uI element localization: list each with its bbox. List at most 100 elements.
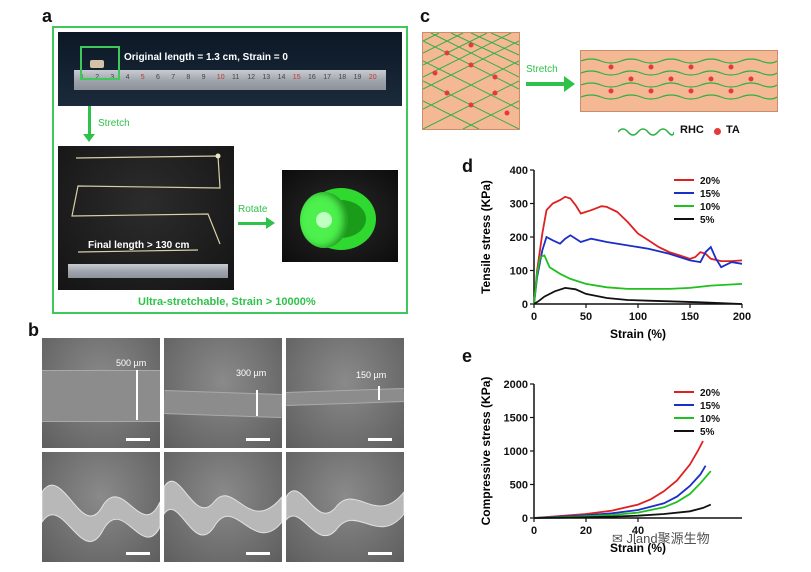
scale-bar [126,552,150,555]
panel-b-letter: b [28,320,39,340]
sample-highlight-box [80,46,120,80]
rotate-arrow [238,222,268,225]
scale-bar [368,552,392,555]
legend-label: 5% [700,215,715,226]
x-tick-label: 20 [580,525,592,537]
panel-c-letter: c [420,6,431,26]
ruler-tick-label: 4 [125,74,130,81]
scale-bar [126,438,150,441]
ruler-tick-label: 11 [232,74,240,81]
ruler-tick-label: 18 [338,74,347,81]
sem-straight-500: 500 µm [42,338,160,448]
width-label-500: 500 µm [116,358,147,368]
ruler-tick-label: 9 [201,74,206,81]
ruler-tick-label: 13 [262,74,271,81]
panel-c-stretch-label: Stretch [526,64,558,75]
x-axis-title: Strain (%) [610,327,666,341]
y-axis-title: Tensile stress (KPa) [479,180,493,294]
series-line-10pct [533,254,743,305]
ruler-tick-label: 15 [292,74,301,81]
ruler-tick-label: 17 [323,74,331,81]
twisted-fiber [42,484,160,542]
series-line-20pct [533,195,743,305]
series-line-20pct [533,440,704,519]
stretch-label: Stretch [98,118,130,129]
panel-c-arrow [526,82,566,86]
y-tick-label: 100 [510,266,528,278]
x-tick-label: 0 [531,525,537,537]
series-line-15pct [533,465,707,519]
x-tick-label: 40 [632,525,644,537]
y-tick-label: 500 [510,480,528,492]
sem-twisted-2 [164,452,282,562]
x-tick-label: 150 [681,311,699,323]
width-marker [378,386,380,400]
fiber-band [286,387,404,407]
width-marker [256,390,258,416]
ruler-tick-label: 14 [277,74,286,81]
spool-photo [282,170,398,262]
panel-a-caption: Ultra-stretchable, Strain > 10000% [138,296,316,308]
series-line-15pct [533,234,743,305]
y-axis-title: Compressive stress (KPa) [479,377,493,526]
sem-twisted-1 [42,452,160,562]
legend-label: 15% [700,189,720,200]
panel-c-arrow-head [564,76,575,92]
series-line-10pct [533,470,712,519]
spool-hub [316,212,332,228]
ruler-tick-label: 10 [216,74,225,81]
stretch-arrow [88,106,91,138]
y-tick-label: 1500 [504,413,528,425]
panel-a-letter: a [42,6,53,26]
scale-bar [246,438,270,441]
series-line-5pct [533,503,712,519]
y-tick-label: 0 [522,513,528,525]
twisted-fiber [286,490,404,537]
x-tick-label: 50 [580,311,592,323]
ruler-tick-label: 20 [368,74,377,81]
watermark-text: Jland聚源生物 [626,531,710,546]
legend-label: 20% [700,388,720,399]
legend-label: 10% [700,202,720,213]
y-tick-label: 1000 [504,446,528,458]
x-tick-label: 200 [733,311,751,323]
original-sample-photo: 1 2 3 4 5 6 7 8 9 10 11 12 13 14 15 16 17 18 19 20 Original… [58,32,402,106]
panel-a-frame [52,26,408,314]
ruler-tick-label: 12 [247,74,255,81]
ruler-tick-label: 16 [308,74,316,81]
ta-legend-label: TA [726,124,740,136]
rotate-arrow-head [266,217,275,229]
ruler-tick-label: 8 [186,74,191,81]
ruler-tick-label: 3 [110,74,115,81]
network-stretched [580,50,778,112]
x-axis-title: Strain (%) [610,541,666,555]
watermark: ✉ Jland聚源生物 [612,528,710,547]
y-tick-label: 2000 [504,379,528,391]
ruler-tick-label: 7 [171,74,176,81]
legend-label: 15% [700,401,720,412]
scale-bar [368,438,392,441]
rhc-legend-icon [618,128,674,136]
final-length-label: Final length > 130 cm [88,240,190,251]
legend-label: 5% [700,427,715,438]
width-label-150: 150 µm [356,370,387,380]
x-tick-label: 0 [531,311,537,323]
wechat-icon: ✉ [612,531,623,546]
steel-ruler: 1 2 3 4 5 6 7 8 9 10 11 12 13 14 15 16 17 18 19 20 [74,70,386,90]
sem-straight-300: 300 µm [164,338,282,448]
rhc-legend-label: RHC [680,124,704,136]
tensile-chart: 0 100 200 300 400 0 50 100 150 200 20% 15% 10% 5% Stra… [479,165,751,341]
fiber-band [164,389,282,419]
sem-twisted-3 [286,452,404,562]
fiber-drawing [71,153,221,253]
stretched-mesh-drawing [581,58,777,100]
panel-d-letter: d [462,156,473,176]
rotate-label: Rotate [238,204,268,215]
panel-e-letter: e [462,346,473,366]
y-tick-label: 0 [522,299,528,311]
sem-straight-150: 150 µm [286,338,404,448]
series-line-5pct [533,286,743,305]
twisted-fiber [164,480,282,536]
compressive-chart: 0 500 1000 1500 2000 0 20 40 20% 15% 10% 5% Strain (… [479,377,742,555]
ruler-tick-row: 1 2 3 4 5 6 7 8 9 10 11 12 13 14 15 16 17 18 19 20 [74,72,386,88]
